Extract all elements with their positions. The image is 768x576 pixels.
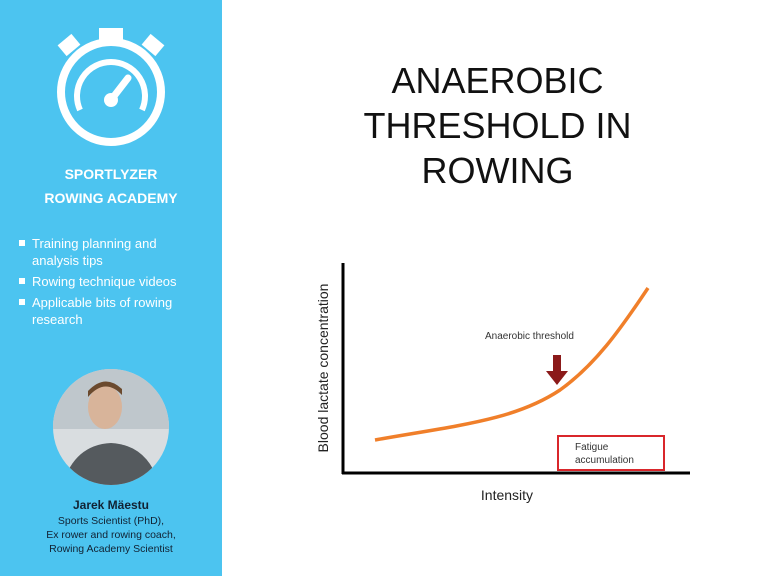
y-axis-label: Blood lactate concentration bbox=[315, 284, 331, 453]
brand-line: SPORTLYZER bbox=[64, 166, 158, 182]
author-role: Sports Scientist (PhD), bbox=[57, 515, 165, 527]
author-role: Ex rower and rowing coach, bbox=[46, 529, 176, 541]
slide-title: ROWING bbox=[421, 150, 574, 191]
brand-line: ROWING ACADEMY bbox=[44, 190, 178, 206]
x-axis-label: Intensity bbox=[481, 487, 533, 503]
fatigue-label: accumulation bbox=[575, 455, 634, 466]
author-photo bbox=[53, 369, 169, 485]
bullet-list: Training planning and analysis tips Rowi… bbox=[18, 235, 203, 332]
slide-title: ANAEROBIC bbox=[391, 60, 604, 101]
slide-title: THRESHOLD IN bbox=[363, 105, 632, 146]
threshold-label: Anaerobic threshold bbox=[485, 331, 574, 342]
threshold-arrow bbox=[553, 355, 561, 373]
bullet: Applicable bits of rowing research bbox=[18, 294, 203, 328]
stopwatch-icon bbox=[57, 28, 165, 146]
fatigue-label: Fatigue bbox=[575, 442, 609, 453]
lactate-diagram: Blood lactate concentration Intensity An… bbox=[315, 263, 690, 503]
sidebar: SPORTLYZER ROWING ACADEMY Training plann… bbox=[0, 0, 222, 576]
author-role: Rowing Academy Scientist bbox=[49, 543, 173, 555]
lactate-curve bbox=[374, 287, 650, 442]
bullet: Rowing technique videos bbox=[18, 273, 203, 290]
author-name: Jarek Mäestu bbox=[72, 498, 150, 512]
threshold-arrow-head bbox=[546, 371, 568, 385]
bullet: Training planning and analysis tips bbox=[18, 235, 203, 269]
fatigue-box bbox=[557, 435, 665, 471]
